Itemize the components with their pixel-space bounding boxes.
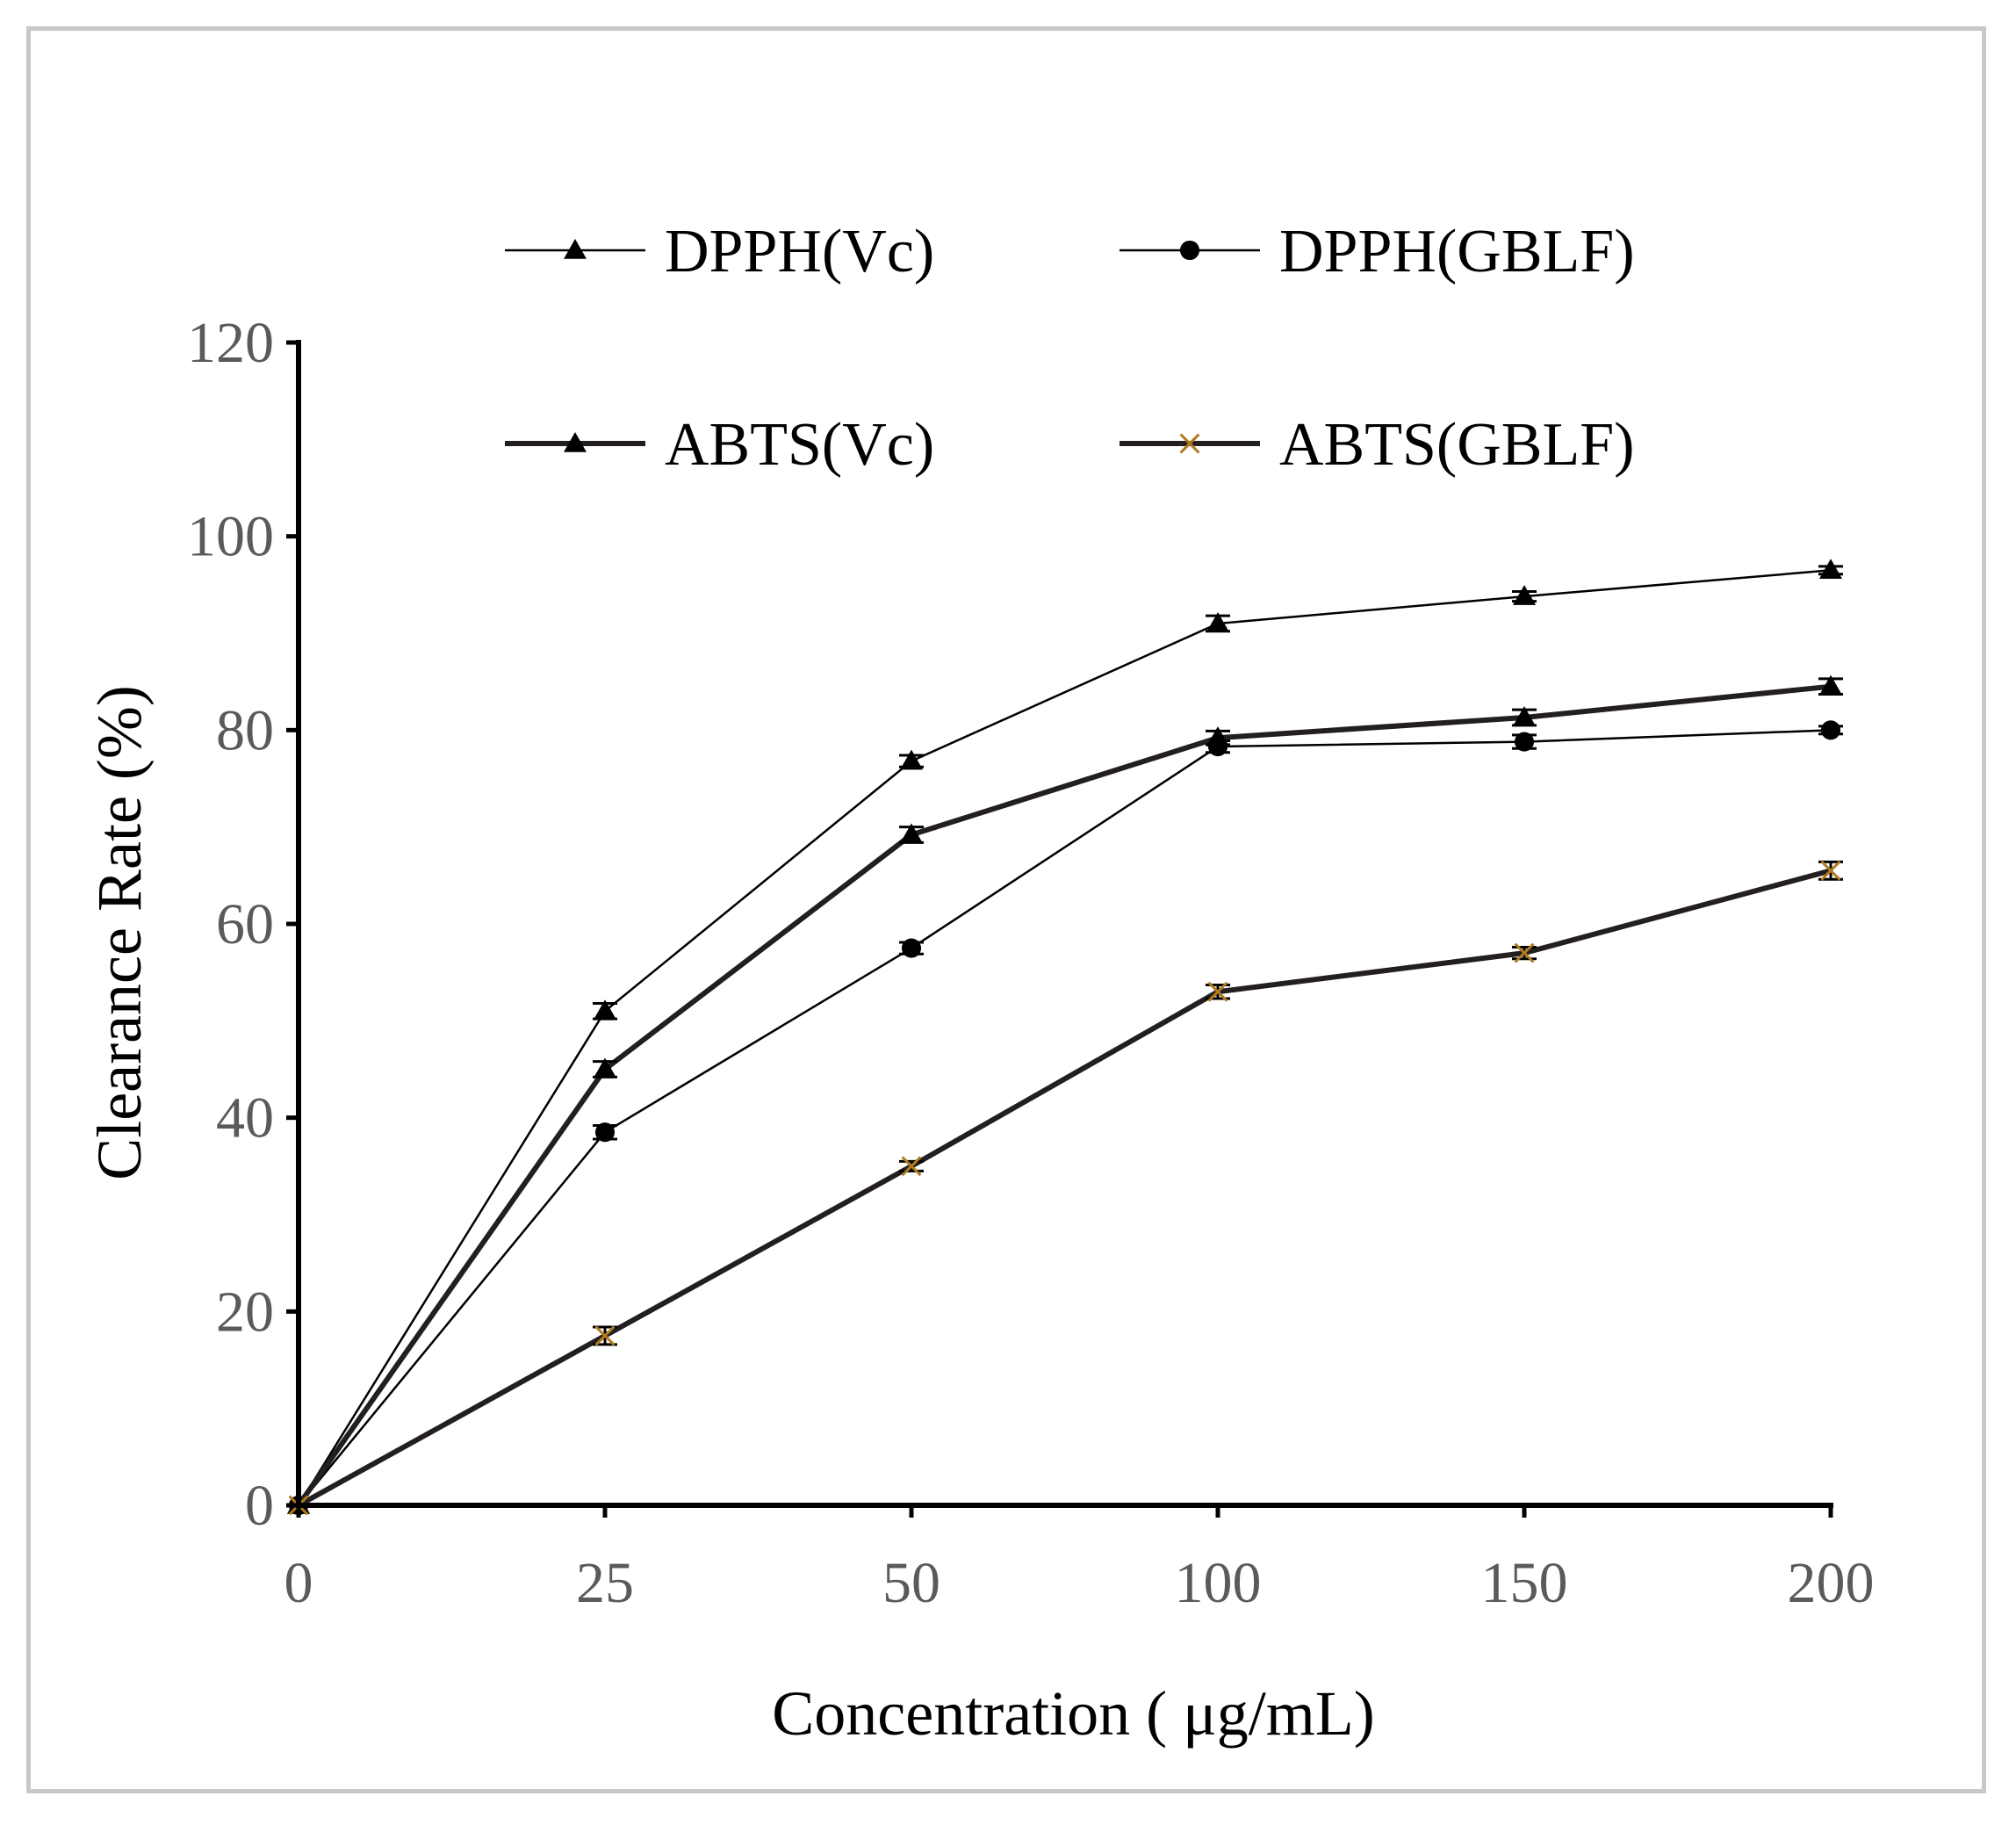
data-point — [900, 823, 923, 844]
data-point — [1820, 860, 1841, 881]
legend: DPPH(Vc) DPPH(GBLF) ABTS(Vc) ABTS(GBLF) — [505, 218, 1635, 479]
legend-item: DPPH(GBLF) — [1120, 218, 1635, 285]
y-tick-label: 0 — [245, 1474, 274, 1538]
series-line — [296, 683, 1832, 1507]
x-tick-label: 100 — [1175, 1551, 1262, 1615]
data-point — [1819, 674, 1842, 696]
legend-item: ABTS(GBLF) — [1120, 411, 1634, 479]
data-point — [1513, 585, 1536, 605]
data-point — [594, 1122, 616, 1143]
legend-label: DPPH(GBLF) — [1279, 218, 1635, 285]
series-abts-gblf- — [288, 860, 1843, 1516]
series-line — [298, 729, 1832, 1506]
legend-label: DPPH(Vc) — [665, 218, 934, 285]
data-point — [594, 1325, 616, 1346]
data-point — [1206, 611, 1229, 632]
data-point — [901, 1156, 922, 1177]
x-axis-title: Concentration ( μg/mL) — [772, 1678, 1374, 1749]
legend-label: ABTS(GBLF) — [1279, 411, 1634, 479]
data-point — [901, 938, 922, 958]
data-point — [1207, 981, 1228, 1002]
series-abts-vc- — [287, 674, 1843, 1514]
y-tick-label: 20 — [216, 1280, 274, 1344]
x-tick-label: 0 — [284, 1551, 313, 1615]
data-point — [1513, 705, 1536, 726]
data-point — [1820, 720, 1841, 740]
data-point — [900, 749, 923, 770]
legend-item: ABTS(Vc) — [505, 411, 934, 479]
ticks: 0 20 40 60 80 100 120 0 25 50 100 150 200 — [187, 311, 1875, 1615]
series-line — [297, 868, 1832, 1508]
legend-marker — [564, 239, 587, 259]
data-point — [594, 999, 616, 1021]
series-dpph-vc- — [287, 559, 1843, 1514]
axes — [296, 340, 1833, 1508]
data-point — [594, 1057, 616, 1078]
y-tick-label: 60 — [216, 892, 274, 956]
y-tick-label: 120 — [187, 311, 274, 375]
data-point — [1514, 732, 1535, 752]
y-tick-label: 100 — [187, 505, 274, 569]
legend-marker — [1179, 433, 1200, 454]
series-layer — [287, 559, 1843, 1516]
legend-item: DPPH(Vc) — [505, 218, 934, 285]
series-dpph-gblf- — [288, 720, 1843, 1516]
y-tick-label: 40 — [216, 1086, 274, 1151]
y-tick-label: 80 — [216, 698, 274, 762]
x-tick-label: 200 — [1788, 1551, 1875, 1615]
data-point — [1819, 559, 1842, 580]
x-tick-label: 25 — [576, 1551, 634, 1615]
legend-marker — [564, 432, 587, 452]
x-tick-label: 50 — [882, 1551, 940, 1615]
legend-marker — [1179, 240, 1200, 261]
x-tick-label: 150 — [1481, 1551, 1568, 1615]
figure-frame — [26, 26, 1986, 1793]
legend-label: ABTS(Vc) — [665, 411, 934, 479]
y-axis-title: Clearance Rate (%) — [84, 685, 155, 1180]
data-point — [1514, 942, 1535, 963]
data-point — [1206, 726, 1229, 747]
series-line — [297, 569, 1832, 1506]
